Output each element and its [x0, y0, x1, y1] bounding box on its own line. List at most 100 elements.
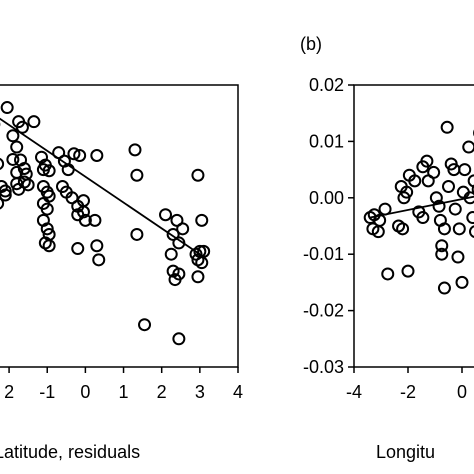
panel-a-data-point [40, 202, 54, 216]
panel-a-data-point [42, 239, 56, 253]
panel-a-data-point [130, 168, 144, 182]
panel-b-data-point [463, 191, 474, 205]
panel-a-x-tick-label: 2 [4, 382, 14, 402]
panel-a-data-point [90, 239, 104, 253]
panel-a-data-point [76, 205, 90, 219]
panel-a-points [0, 101, 211, 346]
panel-b-data-point [471, 184, 474, 195]
panel-b-data-point [408, 174, 422, 188]
panel-b-plot-frame [353, 84, 474, 368]
panel-b-x-tick-label: -4 [346, 382, 362, 402]
panel-b-y-tick-label: 0.02 [309, 75, 344, 95]
panel-a-x-axis: 2 -1 0 1 2 3 4 [4, 367, 243, 402]
panel-b-data-point [442, 180, 455, 194]
panel-b-data-point [427, 165, 441, 179]
panel-a-data-point [71, 242, 85, 256]
panel-a-data-point [42, 189, 56, 203]
panel-a-data-point [40, 222, 54, 236]
panel-b-y-tick-label: 0.01 [309, 131, 344, 151]
panel-a-x-tick-label: 0 [80, 382, 90, 402]
panel-b-y-tick-label: 0.00 [309, 188, 344, 208]
panel-a-x-tick-label: 3 [195, 382, 205, 402]
panel-a-x-tick-label: 1 [119, 382, 129, 402]
panel-b-points [363, 120, 474, 295]
panel-a-data-point [191, 270, 205, 284]
panel-b-y-axis: 0.02 0.01 0.00 -0.01 -0.02 -0.03 [303, 75, 354, 377]
panel-b-data-point [451, 250, 465, 264]
panel-a-data-point [6, 129, 20, 143]
panel-a-data-point [90, 149, 104, 162]
panel-a-x-tick-label: 4 [233, 382, 243, 402]
panel-b-data-point [420, 154, 434, 168]
panel-a-trend-line [0, 117, 201, 255]
panel-a-data-point [195, 256, 209, 270]
panel-b-data-point [435, 247, 449, 261]
panel-b-data-point [458, 163, 472, 177]
panel-a-data-point [138, 318, 152, 332]
panel-b-trend-line [370, 195, 474, 219]
panel-b-data-point [467, 174, 474, 188]
panel-b-data-point [400, 185, 414, 199]
panel-b-data-point [469, 225, 474, 238]
panel-a-data-point [10, 140, 24, 154]
panel-a-data-point [15, 120, 29, 134]
panel-a-data-point [0, 184, 12, 198]
panel-b-data-point [401, 264, 415, 278]
panel-b-data-point [437, 281, 451, 295]
panel-a-data-point [172, 332, 186, 346]
panel-b-data-point [437, 222, 451, 236]
panel-b-y-tick-label: -0.02 [303, 301, 344, 321]
panel-b-data-point [448, 202, 462, 216]
panel-a-data-point [176, 222, 190, 236]
panel-b-data-point [435, 239, 449, 253]
panel-a-data-point [168, 273, 182, 287]
panel-a: 2 -1 0 1 2 3 4 Latitude, residuals [0, 84, 243, 462]
panel-a-data-point [73, 149, 87, 162]
panel-b-y-tick-label: -0.01 [303, 244, 344, 264]
panel-b-x-axis: -4 -2 0 [346, 367, 467, 402]
panel-b-x-tick-label: 0 [457, 382, 467, 402]
panel-a-data-point [159, 208, 173, 222]
panel-a-data-point [17, 161, 31, 175]
panel-b-data-point [381, 267, 395, 281]
panel-a-data-point [21, 178, 35, 192]
panel-b-data-point [455, 275, 469, 289]
panel-b-data-point [396, 222, 410, 236]
panel-b-data-point [452, 222, 466, 236]
panel-a-data-point [0, 101, 14, 115]
panel-a-x-tick-label: 2 [157, 382, 167, 402]
panel-b-trend-layer [370, 195, 474, 219]
panel-a-data-point [61, 163, 75, 177]
panel-a-data-point [0, 157, 5, 171]
panel-b: (b) 0.02 0.01 0.00 -0.01 -0.02 -0.03 -4 -2 0 Lo… [300, 34, 474, 462]
panel-a-trend-layer [0, 117, 201, 255]
panel-a-data-point [172, 236, 186, 250]
panel-a-data-point [67, 147, 81, 161]
panel-a-data-point [0, 188, 12, 202]
panel-b-label: (b) [300, 34, 322, 54]
panel-b-y-tick-label: -0.03 [303, 357, 344, 377]
panel-a-x-tick-label: -1 [39, 382, 55, 402]
panel-a-data-point [6, 152, 20, 166]
panel-a-x-axis-label: Latitude, residuals [0, 442, 140, 462]
panel-b-data-point [462, 140, 474, 154]
panel-a-data-point [35, 150, 49, 164]
panel-a-data-point [42, 164, 56, 178]
panel-b-data-point [440, 120, 454, 134]
panel-a-data-point [128, 143, 142, 157]
panel-a-data-point [164, 247, 178, 261]
panel-a-data-point [88, 213, 102, 227]
panel-b-x-tick-label: -2 [400, 382, 416, 402]
panel-b-data-point [432, 199, 446, 213]
panel-a-data-point [195, 213, 209, 227]
panel-a-plot-frame [0, 84, 239, 368]
panel-a-data-point [92, 253, 106, 267]
panel-a-data-point [27, 115, 41, 129]
panel-b-x-axis-label: Longitu [376, 442, 435, 462]
panel-a-data-point [130, 227, 144, 241]
panel-a-data-point [191, 168, 205, 182]
panel-a-data-point [0, 197, 5, 210]
panel-a-data-point [78, 213, 92, 227]
panel-b-data-point [466, 211, 474, 225]
